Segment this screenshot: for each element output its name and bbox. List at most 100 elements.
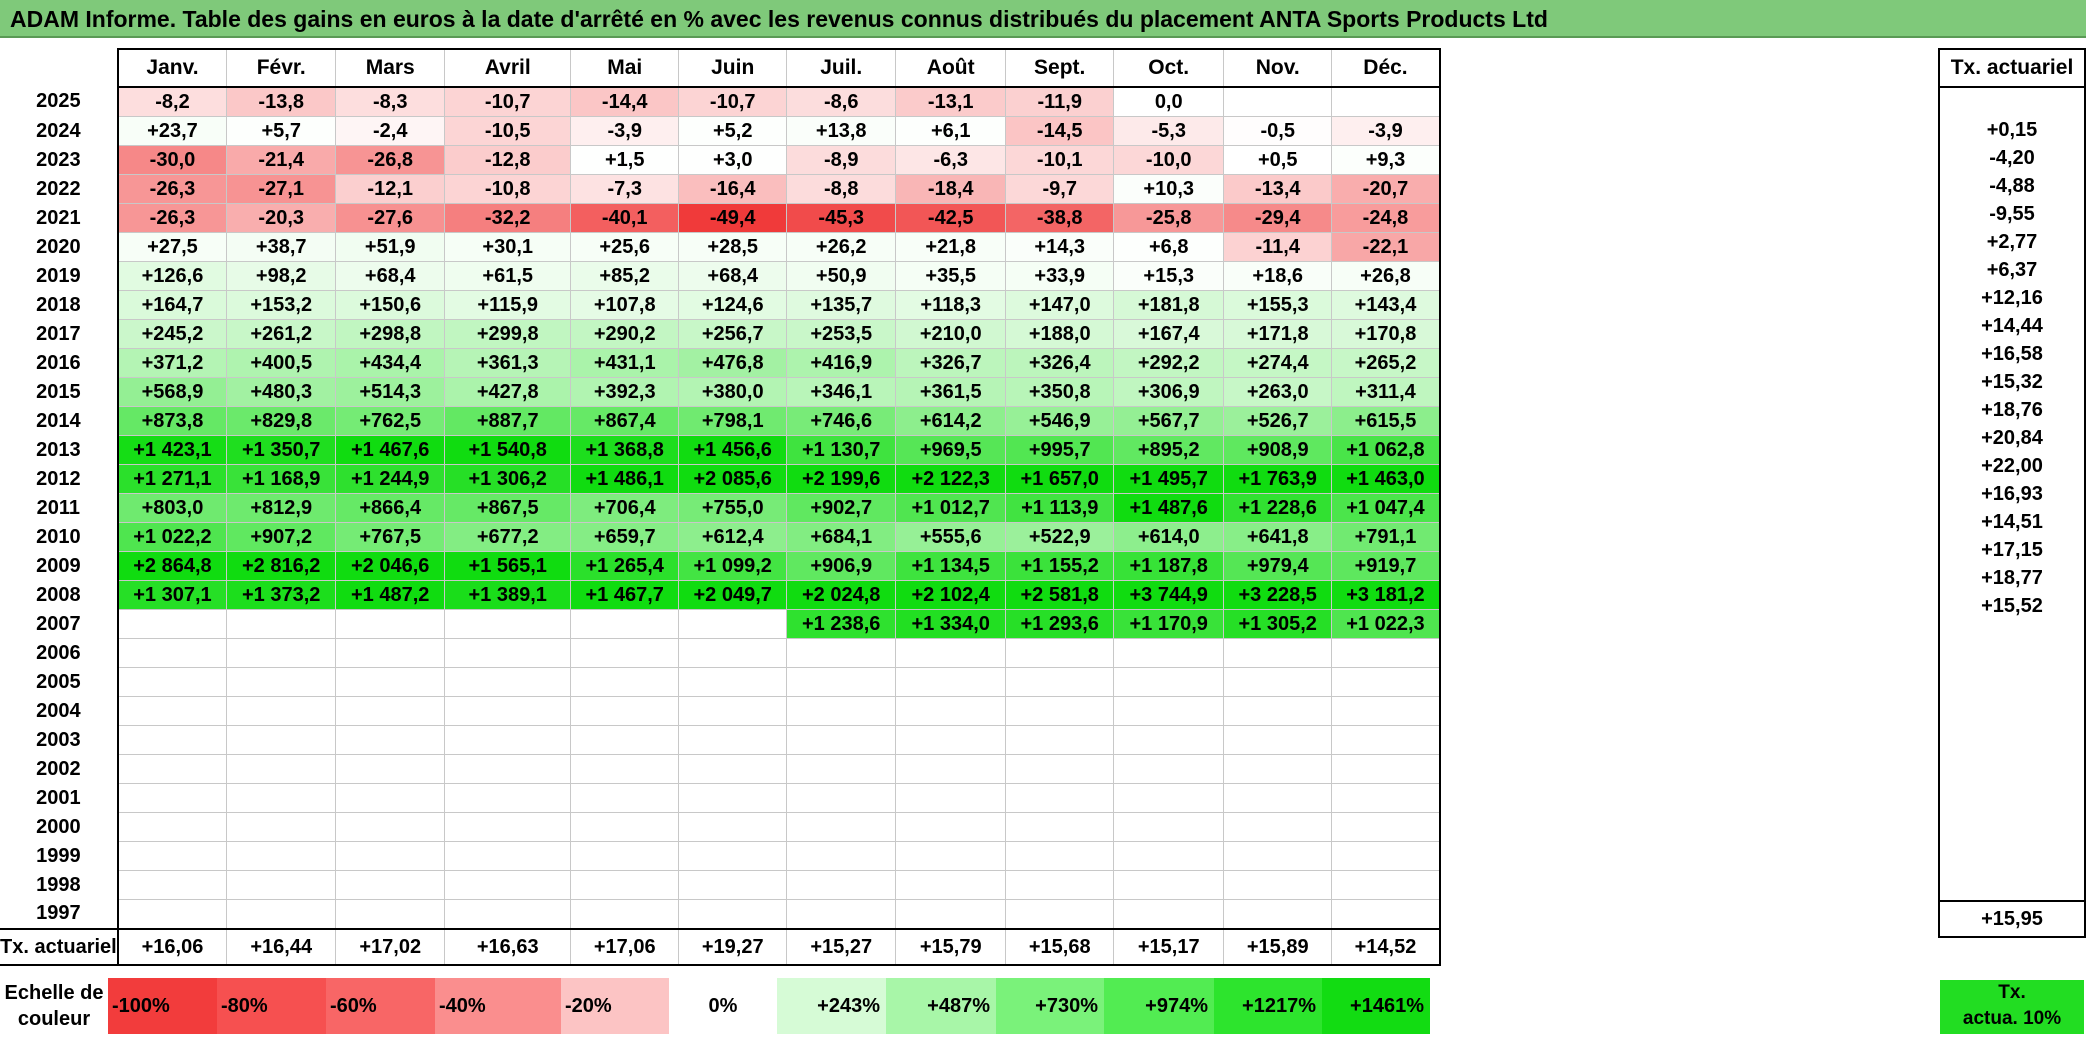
gain-cell: -2,4 [335, 116, 446, 146]
gain-cell: +290,2 [570, 319, 680, 349]
gain-cell: +298,8 [335, 319, 446, 349]
gain-cell: -38,8 [1005, 203, 1115, 233]
gain-cell: +1 334,0 [895, 609, 1007, 639]
year-row: 2020 +27,5 +38,7 +51,9 +30,1 +25,6 +28,5 +26,2 +… [0, 232, 1441, 262]
gain-cell: +392,3 [570, 377, 680, 407]
legend-label: Echelle de couleur [0, 978, 108, 1034]
gain-cell: +361,3 [444, 348, 572, 378]
gain-cell [444, 899, 572, 930]
gain-cell [786, 754, 897, 784]
actuarial-rate-cell: +16,93 [1938, 480, 2086, 508]
gain-cell: +292,2 [1113, 348, 1225, 378]
gain-cell: +2 864,8 [116, 551, 228, 581]
gain-cell: +170,8 [1331, 319, 1441, 349]
average-cell: +16,06 [116, 928, 228, 966]
gain-cell [678, 899, 788, 930]
gain-cell [895, 667, 1007, 697]
gain-cell: +26,2 [786, 232, 897, 262]
legend-label-line2: couleur [17, 1008, 91, 1030]
gain-cell: +907,2 [226, 522, 337, 552]
gain-cell [1113, 667, 1225, 697]
legend-swatch: -60% [326, 978, 435, 1034]
month-header-row: Janv. Févr. Mars Avril Mai Juin Juil. Août Sept.… [0, 48, 1441, 88]
gain-cell [678, 609, 788, 639]
year-label: 2016 [36, 351, 81, 374]
gain-cell: -20,3 [226, 203, 337, 233]
gain-cell [335, 870, 446, 900]
gain-cell: +677,2 [444, 522, 572, 552]
gain-cell: +1 467,6 [335, 435, 446, 465]
gain-cell [895, 783, 1007, 813]
gain-cell: +1 187,8 [1113, 551, 1225, 581]
gain-cell: +906,9 [786, 551, 897, 581]
gain-cell: +612,4 [678, 522, 788, 552]
actuarial-rate-cell: +6,37 [1938, 256, 2086, 284]
actuarial-rate-cell: +14,44 [1938, 312, 2086, 340]
year-row: 2010 +1 022,2 +907,2 +767,5 +677,2 +659,7 +612… [0, 522, 1441, 552]
gain-cell: +1 565,1 [444, 551, 572, 581]
year-row: 2006 [0, 638, 1441, 668]
gain-cell: -7,3 [570, 174, 680, 204]
gain-cell [226, 899, 337, 930]
gain-cell: +514,3 [335, 377, 446, 407]
year-label: 2021 [36, 206, 81, 229]
gain-cell [444, 609, 572, 639]
year-label: 2011 [36, 496, 81, 519]
year-label: 2001 [36, 786, 81, 809]
gain-cell: +1 456,6 [678, 435, 788, 465]
gain-cell: +1 486,1 [570, 464, 680, 494]
gain-cell: +306,9 [1113, 377, 1225, 407]
legend-swatch: -100% [108, 978, 217, 1034]
gain-cell: +979,4 [1223, 551, 1333, 581]
gain-cell: -22,1 [1331, 232, 1441, 262]
year-row: 2003 [0, 725, 1441, 755]
gain-cell: +684,1 [786, 522, 897, 552]
report-title: ADAM Informe. Table des gains en euros à… [0, 0, 2086, 38]
gain-cell: -13,4 [1223, 174, 1333, 204]
actuarial-rate-cell: -9,55 [1938, 200, 2086, 228]
gain-cell: -8,9 [786, 145, 897, 175]
year-row: 2017 +245,2 +261,2 +298,8 +299,8 +290,2 +256,7… [0, 319, 1441, 349]
gain-cell [1223, 870, 1333, 900]
year-label: 2018 [36, 293, 81, 316]
month-header: Juin [678, 48, 788, 88]
gain-cell: +1 463,0 [1331, 464, 1441, 494]
gain-cell: +1 495,7 [1113, 464, 1225, 494]
gain-cell: +15,3 [1113, 261, 1225, 291]
gain-cell: +791,1 [1331, 522, 1441, 552]
gain-cell: +274,4 [1223, 348, 1333, 378]
year-label: 1998 [36, 873, 81, 896]
gain-cell: +1 062,8 [1331, 435, 1441, 465]
gain-cell [226, 696, 337, 726]
gain-cell: +746,6 [786, 406, 897, 436]
year-row: 1999 [0, 841, 1441, 871]
color-scale-legend: Echelle de couleur -100% -80% -60% -40% -20%… [0, 978, 1430, 1034]
gain-cell [335, 812, 446, 842]
gain-cell [1331, 86, 1441, 117]
gain-cell: -8,3 [335, 86, 446, 117]
year-label: 2020 [36, 235, 81, 258]
gain-cell [1223, 638, 1333, 668]
gain-cell: +895,2 [1113, 435, 1225, 465]
year-row: 2000 [0, 812, 1441, 842]
year-label: 2009 [36, 554, 81, 577]
gain-cell: +210,0 [895, 319, 1007, 349]
gain-cell: -12,8 [444, 145, 572, 175]
gain-cell: -8,6 [786, 86, 897, 117]
actuarial-rate-cell: +15,52 [1938, 592, 2086, 620]
gain-cell: -26,3 [116, 203, 228, 233]
gain-cell [1113, 725, 1225, 755]
legend-swatch: -20% [561, 978, 669, 1034]
actuarial-rate-cell [1938, 620, 2086, 648]
gain-cell: -26,3 [116, 174, 228, 204]
average-cell: +15,68 [1005, 928, 1115, 966]
gain-cell [1223, 812, 1333, 842]
gain-cell [1223, 899, 1333, 930]
gain-cell [335, 725, 446, 755]
gain-cell: +969,5 [895, 435, 1007, 465]
average-row: Tx. actuariel +16,06 +16,44 +17,02 +16,63 +17… [0, 928, 1441, 966]
gain-cell [1223, 696, 1333, 726]
gain-cell [1331, 841, 1441, 871]
year-row: 2014 +873,8 +829,8 +762,5 +887,7 +867,4 +798,1… [0, 406, 1441, 436]
gain-cell [1005, 783, 1115, 813]
